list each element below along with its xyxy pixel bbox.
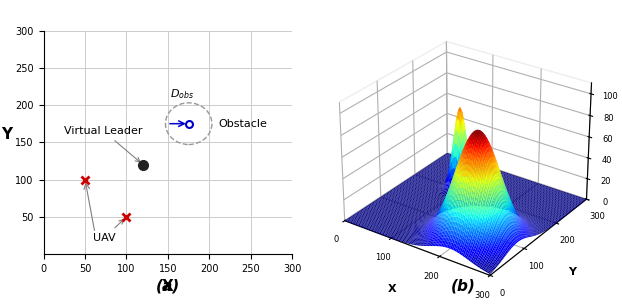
Text: (a): (a) xyxy=(156,279,180,294)
Y-axis label: Y: Y xyxy=(568,267,576,277)
Text: UAV: UAV xyxy=(93,219,124,243)
Text: $D_{obs}$: $D_{obs}$ xyxy=(170,87,194,101)
X-axis label: X: X xyxy=(162,279,174,294)
Y-axis label: Y: Y xyxy=(1,127,12,142)
Text: Virtual Leader: Virtual Leader xyxy=(64,126,143,162)
Text: (b): (b) xyxy=(451,279,476,294)
Text: Obstacle: Obstacle xyxy=(218,119,267,129)
X-axis label: X: X xyxy=(388,284,397,294)
